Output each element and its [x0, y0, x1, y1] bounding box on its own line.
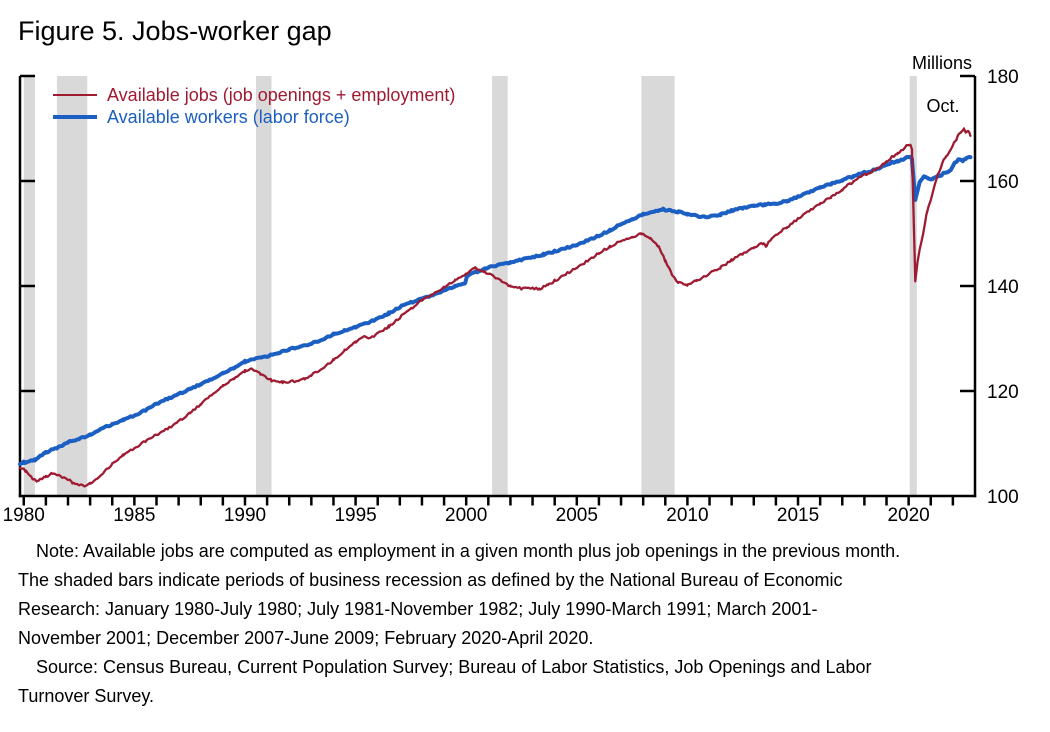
y-axis-unit-label: Millions	[911, 53, 972, 73]
x-axis-tick-label: 2010	[666, 505, 708, 526]
recession-band	[641, 76, 675, 496]
recession-bands	[23, 76, 917, 496]
available-jobs-line	[18, 127, 972, 488]
recession-band	[909, 76, 917, 496]
x-axis-tick-label: 2000	[445, 505, 487, 526]
recession-band	[256, 76, 272, 496]
axis-tick-labels: 100 120 140 160 180 1980 1985 1990 1995 2000 2005 2…	[3, 67, 1019, 526]
x-axis-tick-label: 1990	[224, 505, 266, 526]
figure-note: Note: Available jobs are computed as emp…	[18, 537, 1034, 711]
note-line: Research: January 1980-July 1980; July 1…	[18, 599, 818, 619]
available-jobs-line-swatch	[53, 93, 97, 97]
note-line: Note: Available jobs are computed as emp…	[36, 541, 901, 561]
axes	[18, 74, 977, 506]
last-observation-annotation: Oct.	[926, 96, 960, 116]
y-axis-tick-label: 180	[987, 67, 1019, 88]
jobs-worker-gap-chart: 100 120 140 160 180 1980 1985 1990 1995 2000 2005 2…	[3, 67, 1019, 526]
source-line: Turnover Survey.	[18, 686, 155, 706]
note-line: November 2001; December 2007-June 2009; …	[18, 628, 594, 648]
y-axis-tick-label: 100	[987, 487, 1019, 508]
x-axis-tick-label: 1995	[334, 505, 376, 526]
x-axis-tick-label: 2005	[556, 505, 598, 526]
note-line: The shaded bars indicate periods of busi…	[18, 570, 843, 590]
source-line: Source: Census Bureau, Current Populatio…	[36, 657, 872, 677]
available-workers-line-swatch	[53, 114, 97, 120]
x-axis-tick-label: 1985	[113, 505, 155, 526]
y-axis-tick-label: 160	[987, 172, 1019, 193]
x-axis-tick-label: 2015	[777, 505, 819, 526]
recession-band	[492, 76, 508, 496]
legend-entry-available-jobs: Available jobs (job openings + employmen…	[53, 84, 455, 106]
legend-entry-available-workers: Available workers (labor force)	[53, 106, 455, 128]
x-axis-tick-label: 2020	[887, 505, 929, 526]
x-axis-tick-label: 1980	[3, 505, 45, 526]
available-jobs-legend-label: Available jobs (job openings + employmen…	[107, 84, 456, 105]
chart-legend: Available jobs (job openings + employmen…	[53, 84, 455, 128]
y-axis-tick-label: 120	[987, 382, 1019, 403]
available-workers-line	[18, 154, 973, 467]
available-workers-legend-label: Available workers (labor force)	[107, 106, 350, 127]
y-axis-tick-label: 140	[987, 277, 1019, 298]
recession-band	[56, 76, 88, 496]
figure-title: Figure 5. Jobs-worker gap	[18, 16, 332, 46]
